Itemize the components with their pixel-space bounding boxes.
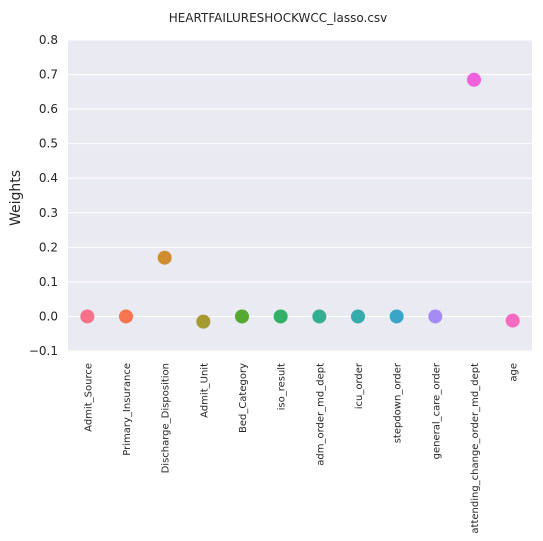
x-tick-label: adm_order_md_dept bbox=[315, 363, 326, 466]
x-tick-labels: Admit_Source Primary_Insurance Discharge_D… bbox=[83, 362, 519, 533]
data-point-discharge-disposition bbox=[158, 251, 172, 265]
x-tick-label: stepdown_order bbox=[393, 362, 404, 443]
chart-title: HEARTFAILURESHOCKWCC_lasso.csv bbox=[169, 11, 388, 25]
y-tick-label: 0.0 bbox=[39, 309, 58, 323]
x-tick-label: Discharge_Disposition bbox=[161, 363, 172, 473]
y-axis-label: Weights bbox=[8, 170, 24, 226]
y-tick-label: 0.3 bbox=[39, 206, 58, 220]
y-tick-label: 0.5 bbox=[39, 137, 58, 151]
y-tick-label: 0.2 bbox=[39, 240, 58, 254]
x-tick-label: Admit_Unit bbox=[199, 363, 210, 418]
data-point-adm-order-md-dept bbox=[312, 309, 326, 323]
y-tick-label: 0.7 bbox=[39, 68, 58, 82]
y-tick-label: 0.1 bbox=[39, 275, 58, 289]
data-point-admit-unit bbox=[196, 315, 210, 329]
data-point-admit-source bbox=[80, 309, 94, 323]
plot-area bbox=[68, 40, 532, 351]
data-point-bed-category bbox=[235, 309, 249, 323]
data-point-stepdown-order bbox=[390, 309, 404, 323]
data-point-age bbox=[506, 314, 520, 328]
x-tick-label: Primary_Insurance bbox=[122, 363, 133, 456]
data-point-general-care-order bbox=[428, 309, 442, 323]
y-tick-label: 0.8 bbox=[39, 33, 58, 47]
x-tick-label: age bbox=[509, 363, 520, 382]
y-tick-label: −0.1 bbox=[29, 344, 58, 358]
data-point-primary-insurance bbox=[119, 309, 133, 323]
x-tick-label: icu_order bbox=[354, 362, 365, 409]
y-tick-label: 0.4 bbox=[39, 171, 58, 185]
data-point-iso-result bbox=[274, 309, 288, 323]
x-tick-label: iso_result bbox=[277, 363, 288, 410]
y-tick-labels: −0.1 0.0 0.1 0.2 0.3 0.4 0.5 0.6 0.7 0.8 bbox=[29, 33, 58, 358]
x-tick-label: attending_change_order_md_dept bbox=[470, 363, 481, 534]
y-tick-label: 0.6 bbox=[39, 102, 58, 116]
x-tick-label: Admit_Source bbox=[83, 363, 94, 432]
x-tick-label: general_care_order bbox=[431, 362, 442, 459]
data-point-icu-order bbox=[351, 309, 365, 323]
x-tick-label: Bed_Category bbox=[238, 363, 249, 433]
data-point-attending-change-order-md-dept bbox=[467, 73, 481, 87]
